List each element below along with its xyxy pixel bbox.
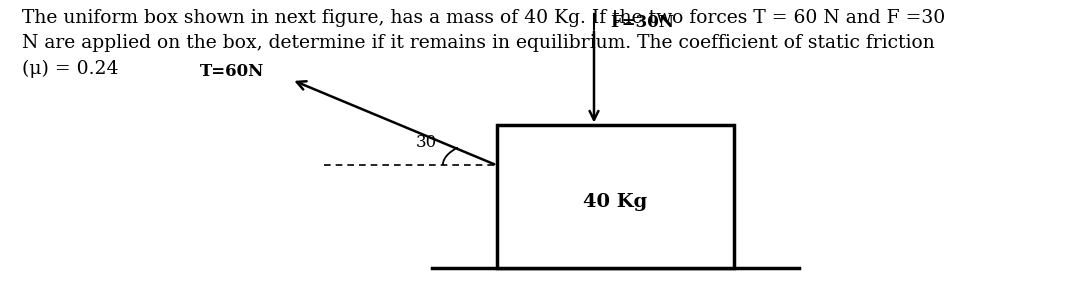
- Bar: [497, 125, 734, 268]
- Text: F=30N: F=30N: [610, 14, 674, 31]
- Text: T=60N: T=60N: [201, 63, 265, 80]
- Text: The uniform box shown in next figure, has a mass of 40 Kg. If the two forces T =: The uniform box shown in next figure, ha…: [22, 9, 945, 78]
- Text: 40 Kg: 40 Kg: [583, 193, 648, 211]
- Text: 30: 30: [416, 134, 437, 151]
